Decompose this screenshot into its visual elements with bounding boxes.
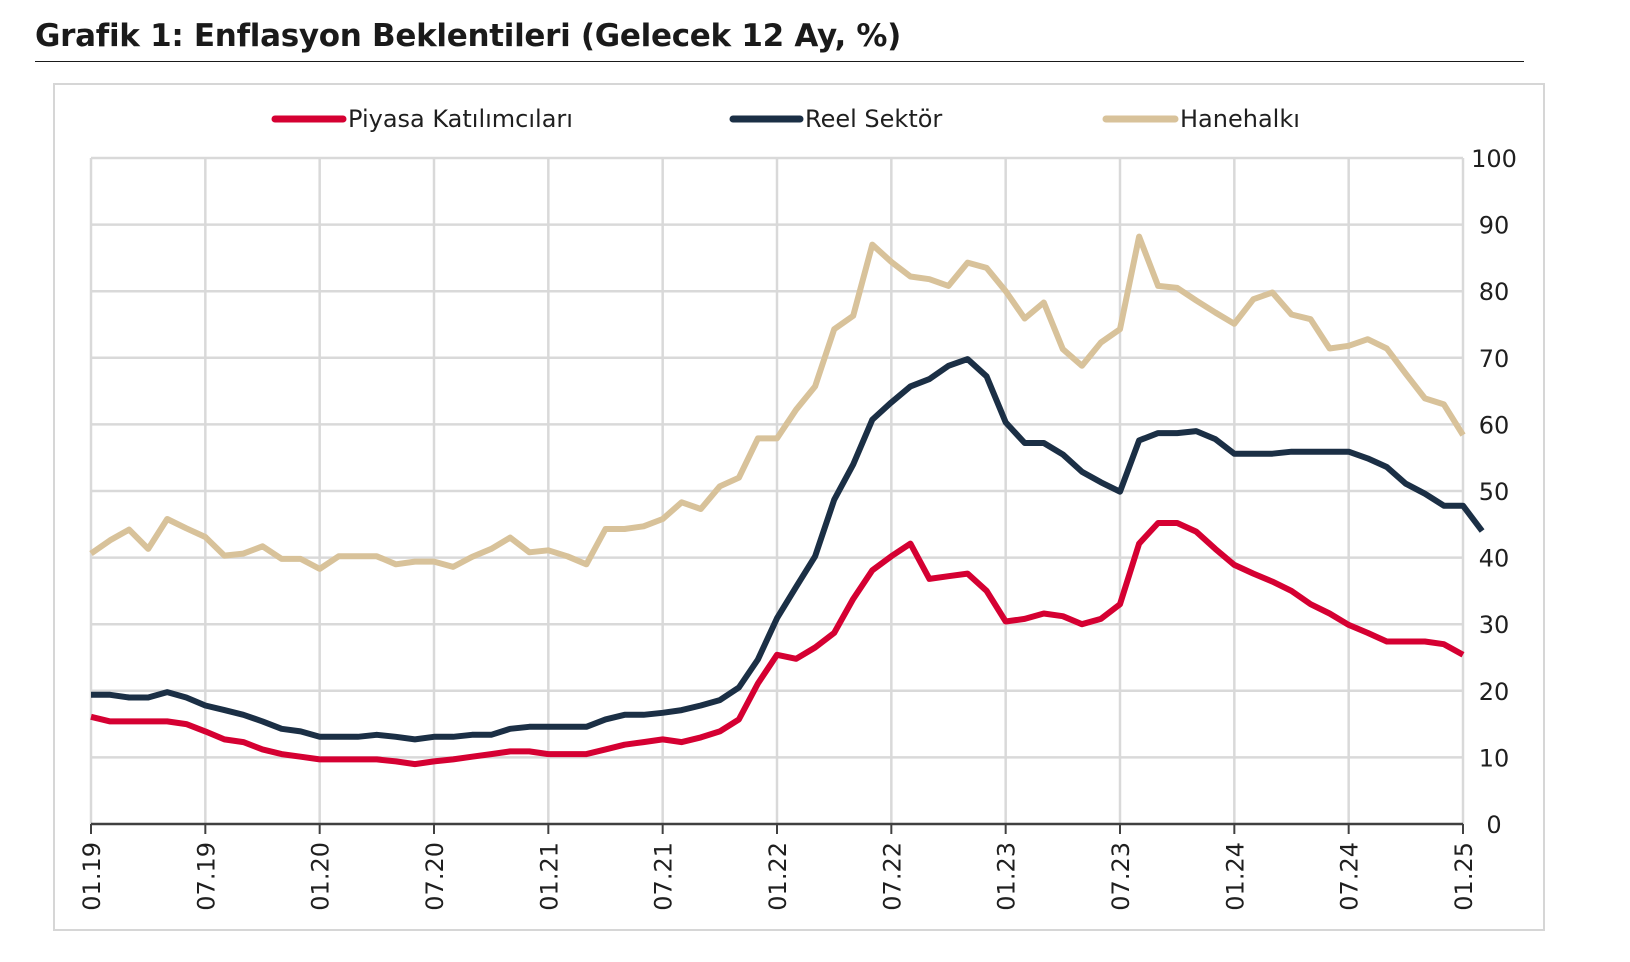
chart-title: Grafik 1: Enflasyon Beklentileri (Gelece…	[35, 18, 902, 54]
x-tick-label-01.24: 01.24	[1221, 842, 1249, 911]
series-lines	[89, 233, 1485, 768]
x-tick-label-07.22: 07.22	[878, 842, 906, 911]
y-tick-label-90: 90	[1479, 212, 1510, 240]
x-tick-label-07.23: 07.23	[1107, 842, 1135, 911]
y-tick-label-100: 100	[1471, 145, 1517, 173]
legend-label-2: Hanehalkı	[1180, 105, 1300, 133]
y-tick-label-30: 30	[1479, 611, 1510, 639]
title-divider	[35, 61, 1524, 62]
legend-label-0: Piyasa Katılımcıları	[348, 105, 573, 133]
x-tick-label-07.19: 07.19	[192, 842, 220, 911]
y-tick-label-80: 80	[1479, 278, 1510, 306]
y-tick-label-70: 70	[1479, 345, 1510, 373]
x-tick-label-01.21: 01.21	[535, 842, 563, 911]
x-tick-label-01.20: 01.20	[307, 842, 335, 911]
y-tick-label-60: 60	[1479, 411, 1510, 439]
x-tick-label-07.21: 07.21	[650, 842, 678, 911]
legend-label-1: Reel Sektör	[805, 105, 942, 133]
series-line-2	[89, 233, 1466, 572]
gridlines	[89, 156, 1465, 824]
chart-frame	[53, 83, 1545, 931]
x-tick-label-01.19: 01.19	[78, 842, 106, 911]
x-tick-label-07.24: 07.24	[1336, 842, 1364, 911]
y-tick-label-40: 40	[1479, 545, 1510, 573]
x-tick-label-07.20: 07.20	[421, 842, 449, 911]
y-tick-label-0: 0	[1486, 811, 1501, 839]
y-tick-label-10: 10	[1479, 744, 1510, 772]
x-tick-label-01.23: 01.23	[993, 842, 1021, 911]
y-tick-label-20: 20	[1479, 678, 1510, 706]
axes: 0 10 20 30 40 50 60 70 80 90 100 01.19 07.19 01.20 07.…	[78, 145, 1517, 911]
x-tick-label-01.22: 01.22	[764, 842, 792, 911]
y-tick-label-50: 50	[1479, 478, 1510, 506]
series-line-1	[91, 356, 1485, 743]
series-line-0	[90, 520, 1465, 768]
x-tick-label-01.25: 01.25	[1450, 842, 1478, 911]
legend: Piyasa Katılımcıları Reel Sektör Hanehalkı	[271, 105, 1300, 133]
